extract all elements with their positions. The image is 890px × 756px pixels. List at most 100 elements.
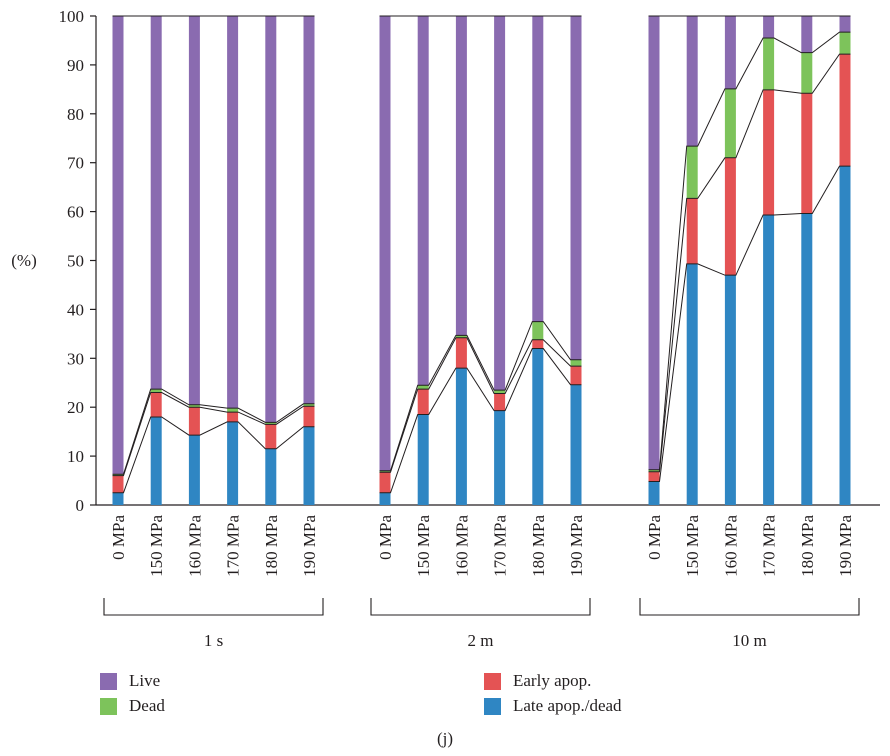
bar-segment-late-apop-dead <box>417 414 429 505</box>
bar-segment-late-apop-dead <box>801 213 813 505</box>
bar-segment-dead <box>188 404 200 408</box>
bar-segment-live <box>112 16 124 475</box>
x-tick-label: 190 MPa <box>836 515 855 577</box>
bar-segment-early-apop <box>150 392 162 417</box>
x-tick-label: 0 MPa <box>109 515 128 560</box>
bar-segment-dead <box>724 88 736 158</box>
y-tick-label: 10 <box>67 447 84 466</box>
bar-segment-live <box>455 16 467 336</box>
legend-label-late-apop: Late apop./dead <box>513 696 622 715</box>
bar-segment-live <box>227 16 239 409</box>
group-label: 10 m <box>732 631 766 650</box>
bar-segment-late-apop-dead <box>724 275 736 505</box>
bar-segment-late-apop-dead <box>150 416 162 505</box>
bar-segment-live <box>801 16 813 53</box>
bar-segment-late-apop-dead <box>227 421 239 505</box>
bar-segment-early-apop <box>686 198 698 264</box>
bar-segment-dead <box>455 335 467 338</box>
group-label: 1 s <box>204 631 223 650</box>
group-bracket <box>370 598 591 616</box>
x-tick-label: 160 MPa <box>185 515 204 577</box>
bar-segment-early-apop <box>303 406 315 427</box>
y-tick-label: 30 <box>67 349 84 368</box>
legend-item-dead: Dead <box>100 696 165 716</box>
bar-segment-live <box>265 16 277 423</box>
y-tick-label: 90 <box>67 56 84 75</box>
y-tick-label: 50 <box>67 252 84 271</box>
bar-segment-dead <box>379 470 391 473</box>
bar-segment-early-apop <box>417 389 429 415</box>
x-tick-label: 190 MPa <box>567 515 586 577</box>
x-tick-label: 160 MPa <box>452 515 471 577</box>
x-tick-label: 0 MPa <box>645 515 664 560</box>
connector-line-dead <box>379 321 582 472</box>
x-tick-label: 150 MPa <box>147 515 166 577</box>
bar-segment-late-apop-dead <box>303 426 315 505</box>
x-tick-label: 180 MPa <box>798 515 817 577</box>
bar-segment-early-apop <box>801 93 813 214</box>
bar-segment-live <box>379 16 391 471</box>
bar-segment-late-apop-dead <box>188 435 200 505</box>
y-tick-label: 100 <box>59 7 85 26</box>
bar-segment-late-apop-dead <box>763 215 775 505</box>
bars <box>112 16 851 506</box>
connector-line-early-apop <box>379 337 582 473</box>
bar-segment-late-apop-dead <box>532 348 544 505</box>
y-tick-label: 0 <box>76 496 85 515</box>
bar-segment-early-apop <box>188 407 200 436</box>
bar-segment-dead <box>648 469 660 472</box>
bar-segment-late-apop-dead <box>839 166 851 506</box>
bar-segment-late-apop-dead <box>379 492 391 505</box>
bar-segment-dead <box>150 389 162 393</box>
bar-segment-dead <box>417 385 429 390</box>
bar-segment-dead <box>570 359 582 367</box>
bar-segment-late-apop-dead <box>648 481 660 505</box>
bar-segment-live <box>570 16 582 360</box>
connector-line-dead <box>112 388 315 475</box>
y-tick-label: 80 <box>67 105 84 124</box>
connector-line-late-apop-dead <box>379 348 582 494</box>
bar-segment-early-apop <box>112 475 124 493</box>
bar-segment-dead <box>763 38 775 90</box>
bar-segment-dead <box>686 146 698 199</box>
legend-swatch-dead <box>100 697 117 715</box>
bar-segment-dead <box>532 321 544 340</box>
bar-segment-live <box>724 16 736 89</box>
bar-segment-early-apop <box>265 424 277 449</box>
legend-label-early-apop: Early apop. <box>513 671 592 690</box>
y-axis: 0 10 20 30 40 50 60 70 80 90 100 <box>59 7 880 515</box>
legend-item-live: Live <box>100 671 160 691</box>
bar-segment-dead <box>265 422 277 425</box>
bar-segment-early-apop <box>494 393 506 411</box>
bar-segment-early-apop <box>839 54 851 167</box>
group-bracket <box>103 598 324 616</box>
bar-segment-late-apop-dead <box>686 263 698 505</box>
bar-segment-live <box>303 16 315 404</box>
bar-segment-early-apop <box>763 89 775 216</box>
y-tick-label: 70 <box>67 154 84 173</box>
bar-segment-early-apop <box>379 472 391 493</box>
bar-segment-early-apop <box>227 412 239 422</box>
legend-item-late-apop: Late apop./dead <box>484 696 622 716</box>
bar-segment-live <box>150 16 162 390</box>
bar-segment-late-apop-dead <box>112 492 124 505</box>
bar-segment-late-apop-dead <box>494 410 506 505</box>
bar-segment-live <box>763 16 775 39</box>
x-tick-label: 150 MPa <box>683 515 702 577</box>
figure-caption: (j) <box>436 729 454 748</box>
connector-line-early-apop <box>112 392 315 477</box>
x-tick-label: 170 MPa <box>224 515 243 577</box>
connector-line-early-apop <box>648 53 851 473</box>
bar-segment-live <box>494 16 506 391</box>
x-tick-label: 190 MPa <box>300 515 319 577</box>
bar-segment-live <box>188 16 200 405</box>
bar-segment-live <box>532 16 544 322</box>
bar-segment-early-apop <box>724 157 736 276</box>
y-tick-label: 60 <box>67 203 84 222</box>
bar-segment-late-apop-dead <box>455 368 467 505</box>
x-tick-label: 160 MPa <box>721 515 740 577</box>
x-tick-label: 180 MPa <box>529 515 548 577</box>
bar-segment-live <box>686 16 698 147</box>
connector-line-late-apop-dead <box>112 416 315 494</box>
bar-segment-dead <box>303 403 315 407</box>
